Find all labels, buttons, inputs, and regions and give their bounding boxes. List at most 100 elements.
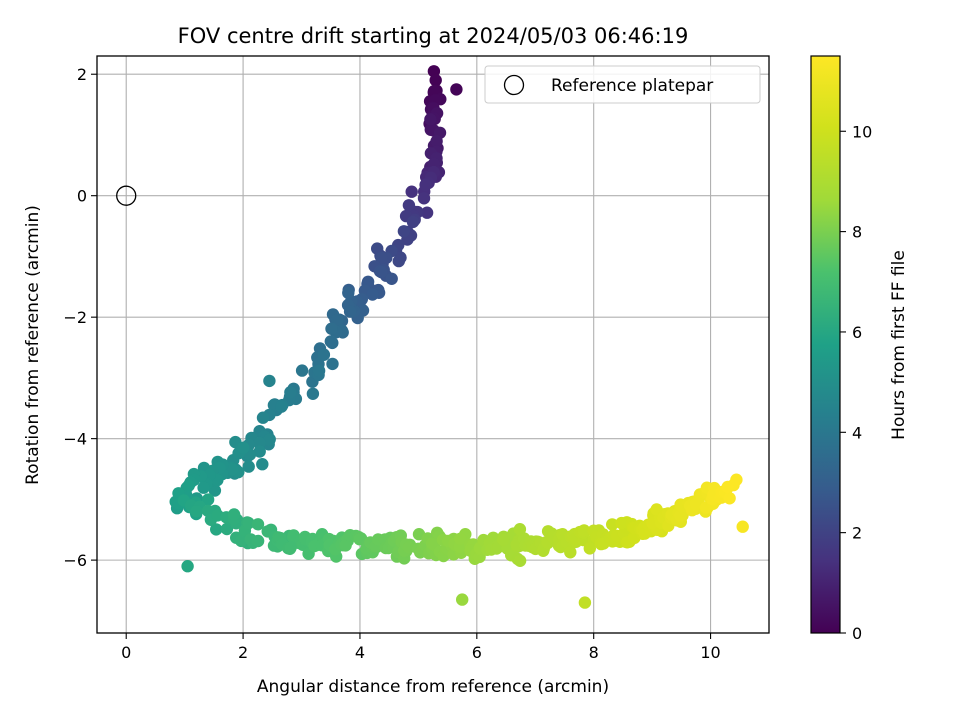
data-point — [306, 387, 320, 400]
data-point — [326, 357, 339, 371]
data-point — [405, 185, 418, 198]
data-point — [429, 74, 442, 87]
data-point — [227, 508, 241, 521]
data-point — [397, 225, 411, 238]
data-point — [513, 554, 527, 567]
y-tick-label: −6 — [63, 551, 87, 570]
data-point — [392, 254, 405, 268]
y-ticks: −6 −4 −2 0 2 — [63, 65, 97, 570]
data-point — [450, 83, 463, 96]
data-point — [564, 546, 577, 559]
x-ticks: 0 2 4 6 8 10 — [121, 633, 721, 662]
data-point — [226, 463, 239, 476]
data-point — [406, 215, 420, 229]
data-point — [723, 492, 736, 505]
data-point — [577, 524, 591, 537]
colorbar-tick-label: 8 — [852, 223, 862, 242]
colorbar-tick-label: 10 — [852, 122, 872, 141]
data-point — [430, 135, 443, 148]
data-point — [312, 364, 326, 377]
data-point — [263, 433, 276, 446]
colorbar: 0 2 4 6 8 10 Hours from first FF file — [810, 55, 909, 643]
legend-label: Reference platepar — [551, 76, 713, 96]
data-point — [342, 286, 355, 300]
data-point — [295, 364, 309, 377]
x-tick-label: 2 — [238, 643, 248, 662]
colorbar-tick-label: 6 — [852, 323, 862, 342]
data-point — [730, 473, 743, 486]
reference-marker — [116, 185, 137, 206]
data-point — [402, 199, 416, 212]
colorbar-gradient — [810, 55, 841, 634]
plot-frame — [96, 55, 770, 634]
x-tick-label: 8 — [589, 643, 599, 662]
legend-box — [484, 65, 761, 104]
data-point — [256, 458, 269, 471]
data-point — [417, 192, 431, 205]
data-point — [375, 251, 388, 265]
data-point — [201, 493, 215, 506]
data-point — [420, 206, 434, 219]
data-point — [454, 532, 467, 545]
colorbar-tick-label: 2 — [852, 524, 862, 543]
data-point — [375, 265, 388, 279]
colorbar-tick-label: 0 — [852, 624, 862, 643]
data-point — [253, 445, 266, 458]
data-point — [251, 534, 265, 548]
data-point — [263, 374, 276, 388]
data-point — [275, 400, 288, 413]
y-tick-label: 0 — [77, 187, 87, 206]
data-point — [235, 534, 248, 548]
data-point — [190, 505, 203, 518]
data-point — [456, 593, 469, 606]
data-point — [197, 481, 210, 494]
data-point — [331, 313, 344, 326]
y-axis-label: Rotation from reference (arcmin) — [23, 205, 43, 485]
reference-platepar-marker — [116, 185, 137, 206]
x-tick-label: 10 — [700, 643, 720, 662]
y-tick-label: −4 — [63, 430, 87, 449]
data-point — [210, 523, 223, 536]
data-point — [242, 516, 255, 530]
data-point — [497, 533, 510, 546]
legend: Reference platepar — [484, 65, 761, 104]
data-point — [402, 541, 416, 554]
data-point — [181, 560, 194, 573]
data-point — [284, 386, 297, 399]
data-points — [169, 65, 749, 609]
y-tick-label: 2 — [77, 65, 87, 84]
data-point — [237, 441, 250, 454]
data-point — [419, 178, 432, 192]
data-point — [583, 542, 596, 555]
data-point — [256, 411, 270, 424]
data-point — [317, 348, 331, 361]
data-point — [721, 480, 734, 494]
data-point — [578, 596, 592, 609]
data-point — [242, 460, 255, 473]
legend-marker-icon — [503, 74, 525, 96]
data-point — [606, 518, 619, 531]
data-point — [371, 242, 384, 255]
x-tick-label: 0 — [121, 643, 131, 662]
chart-title: FOV centre drift starting at 2024/05/03 … — [178, 24, 689, 48]
data-point — [736, 520, 749, 533]
data-point — [251, 518, 265, 531]
data-point — [220, 522, 234, 536]
y-tick-label: −2 — [63, 308, 87, 327]
data-point — [385, 272, 398, 285]
data-point — [424, 113, 437, 126]
colorbar-label: Hours from first FF file — [889, 250, 909, 440]
data-point — [366, 288, 379, 301]
data-point — [339, 539, 352, 552]
data-point — [182, 479, 195, 492]
data-point — [513, 523, 527, 536]
colorbar-tick-label: 4 — [852, 423, 862, 442]
colorbar-ticks: 0 2 4 6 8 10 — [840, 122, 872, 643]
x-tick-label: 4 — [355, 643, 365, 662]
x-tick-label: 6 — [472, 643, 482, 662]
data-point — [324, 335, 337, 348]
data-point — [325, 322, 338, 335]
x-axis-label: Angular distance from reference (arcmin) — [257, 677, 609, 697]
